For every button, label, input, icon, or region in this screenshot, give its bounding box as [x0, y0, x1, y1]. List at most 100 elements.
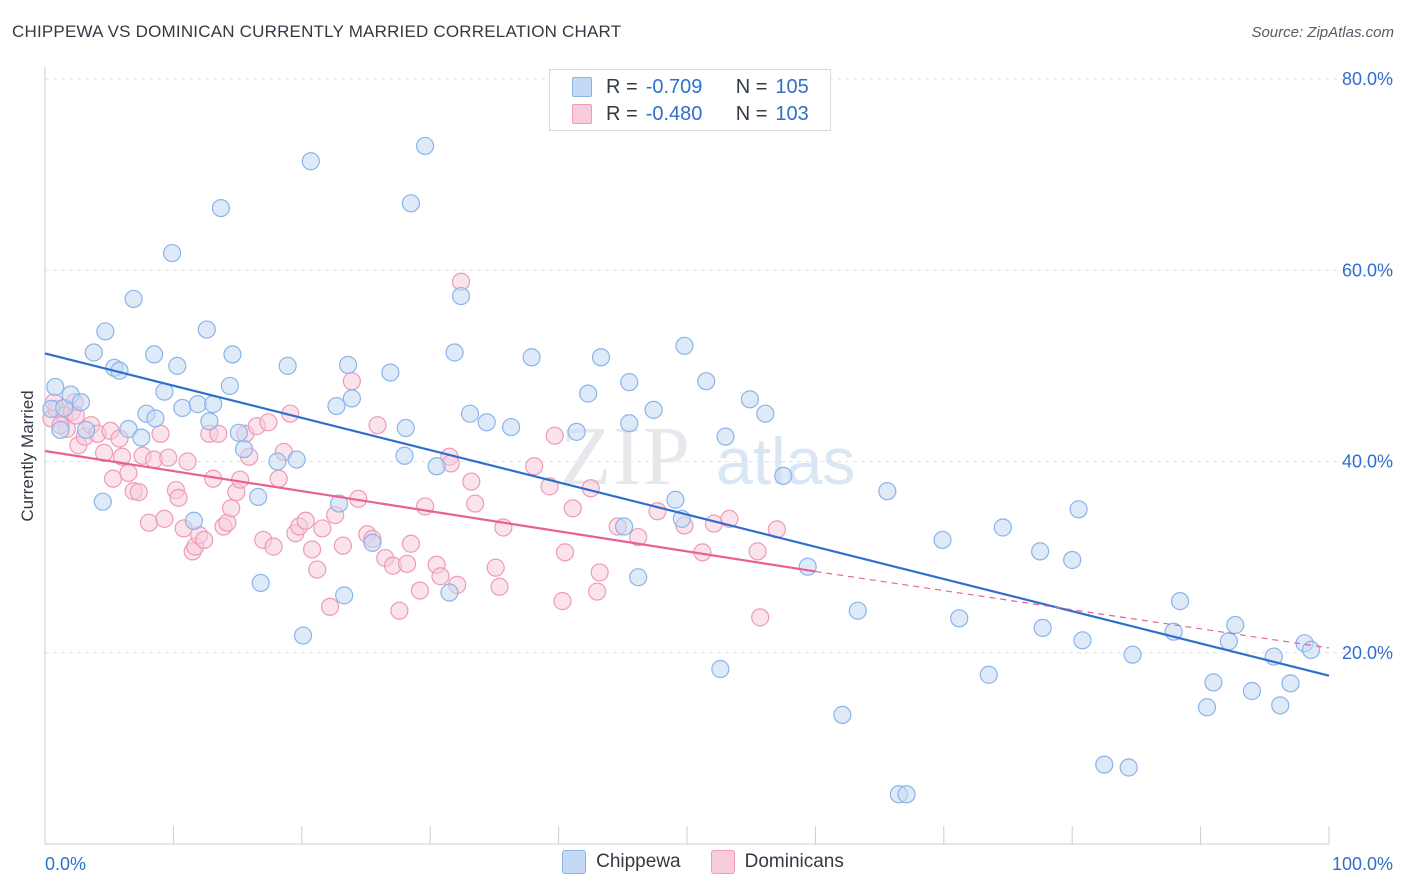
- dominicans-point: [129, 483, 148, 502]
- chippewa-r-value: -0.709: [645, 75, 703, 98]
- dominicans-point: [397, 554, 417, 573]
- chippewa-point: [1197, 698, 1217, 717]
- chippewa-point: [579, 384, 598, 403]
- chippewa-point: [93, 492, 112, 511]
- grid-lines: [45, 78, 1393, 654]
- dominicans-point: [333, 536, 352, 555]
- chippewa-point: [774, 466, 793, 485]
- dominicans-point: [525, 457, 544, 476]
- dominicans-point: [368, 416, 387, 435]
- chippewa-point: [278, 356, 297, 375]
- chippewa-point: [145, 345, 164, 364]
- chippewa-point: [234, 439, 254, 459]
- chippewa-point: [933, 530, 952, 550]
- chippewa-point: [1073, 631, 1092, 650]
- chippewa-point: [46, 377, 65, 397]
- dominicans-point: [119, 463, 138, 483]
- chippewa-point: [223, 345, 242, 364]
- chippewa-point: [249, 487, 268, 506]
- chippewa-point: [1281, 674, 1300, 693]
- chippewa-point: [591, 348, 611, 367]
- chippewa-point: [614, 517, 634, 536]
- chippewa-point: [567, 422, 586, 441]
- chippewa-point: [163, 243, 182, 263]
- chippewa-point: [711, 659, 730, 679]
- dominicans-point: [103, 469, 123, 488]
- dominicans-point: [302, 540, 322, 559]
- bottom-legend-dominicans-label: Dominicans: [744, 851, 844, 872]
- chippewa-point: [71, 393, 91, 412]
- chippewa-point: [229, 423, 248, 442]
- dominicans-point: [748, 542, 767, 561]
- chippewa-point: [301, 152, 320, 171]
- dominicans-points: [42, 272, 786, 627]
- legend-r-label: R =: [606, 75, 638, 98]
- x-tick-label: 0.0%: [45, 854, 86, 874]
- legend-n-label: N =: [735, 102, 768, 125]
- chippewa-point: [268, 452, 287, 471]
- dominicans-point: [308, 560, 327, 579]
- chippewa-point: [1030, 542, 1050, 561]
- dominicans-trend-line: [44, 449, 816, 573]
- watermark: ZIP atlas: [560, 410, 855, 503]
- chippewa-point: [445, 343, 464, 362]
- chippewa-point: [1119, 758, 1138, 777]
- chippewa-point: [251, 573, 270, 593]
- legend-n-label: N =: [735, 75, 768, 98]
- chippewa-point: [342, 389, 361, 408]
- source-label: Source: ZipAtlas.com: [1251, 24, 1394, 41]
- chippewa-point: [395, 446, 414, 465]
- chippewa-point: [1063, 550, 1082, 570]
- chippewa-point: [119, 419, 138, 439]
- chippewa-point: [620, 373, 639, 392]
- chippewa-point: [1219, 632, 1238, 651]
- dominicans-point: [390, 601, 409, 620]
- chippewa-point: [979, 665, 998, 684]
- chippewa-point: [329, 494, 349, 513]
- chippewa-point: [666, 490, 685, 509]
- chippewa-point: [697, 372, 716, 391]
- chippewa-point: [188, 395, 207, 414]
- chippewa-point: [363, 533, 382, 552]
- chippewa-point: [1271, 696, 1290, 715]
- chippewa-point: [629, 568, 648, 587]
- chippewa-point: [993, 518, 1012, 537]
- y-tick-label: 80.0%: [1342, 69, 1393, 89]
- dominicans-point: [222, 499, 241, 518]
- dominicans-point: [545, 426, 564, 445]
- chippewa-point: [897, 785, 916, 804]
- chippewa-point: [522, 348, 541, 367]
- dominicans-trend-extension: [815, 570, 1330, 649]
- chippewa-point: [644, 400, 663, 419]
- chippewa-point: [1301, 640, 1321, 659]
- chippewa-point: [197, 320, 216, 339]
- chippewa-point: [220, 376, 239, 396]
- dominicans-point: [588, 582, 607, 601]
- chippewa-point: [168, 356, 187, 375]
- axis-labels: 20.0% 40.0% 60.0% 80.0% 0.0% 100.0% Currently …: [18, 69, 1393, 874]
- dominicans-swatch: [572, 104, 592, 124]
- chippewa-point: [1226, 615, 1245, 635]
- chippewa-point: [451, 286, 471, 306]
- dominicans-r-value: -0.480: [645, 102, 703, 125]
- chippewa-point: [184, 511, 204, 530]
- x-tick-label: 100.0%: [1332, 854, 1393, 874]
- dominicans-point: [112, 447, 132, 466]
- chippewa-point: [1170, 592, 1190, 611]
- chippewa-point: [76, 420, 96, 440]
- dominicans-swatch: [710, 850, 735, 874]
- dominicans-point: [209, 424, 228, 443]
- chippewa-swatch: [562, 850, 587, 874]
- dominicans-point: [590, 563, 609, 582]
- legend-row-dominicans: R = -0.480 N = 103: [572, 101, 809, 127]
- chippewa-point: [1069, 500, 1088, 519]
- dominicans-point: [155, 509, 174, 528]
- dominicans-point: [563, 499, 582, 518]
- y-tick-label: 60.0%: [1342, 260, 1393, 280]
- chippewa-point: [173, 398, 192, 418]
- chippewa-point: [124, 289, 143, 309]
- chippewa-point: [1242, 681, 1262, 701]
- dominicans-point: [264, 537, 283, 556]
- chippewa-point: [620, 414, 639, 433]
